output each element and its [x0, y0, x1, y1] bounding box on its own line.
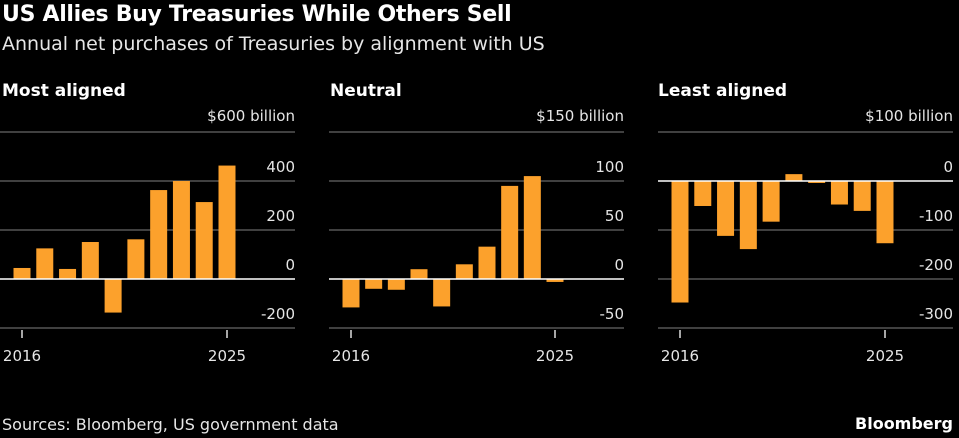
x-tick-label: 2016: [661, 347, 699, 365]
y-tick-label: 0: [285, 256, 295, 274]
x-tick-label: 2025: [208, 347, 246, 365]
y-tick-label: 100: [595, 158, 624, 176]
bar-2020: [433, 279, 451, 307]
bar-2022: [478, 246, 496, 279]
bar-2023: [830, 181, 848, 205]
bar-2017: [36, 248, 54, 279]
bar-2017: [365, 279, 383, 289]
bar-2025: [876, 181, 894, 244]
bar-2021: [455, 264, 473, 279]
bar-2018: [387, 279, 405, 290]
bar-2023: [172, 181, 190, 279]
bar-2018: [59, 268, 77, 279]
bar-2019: [410, 269, 428, 279]
y-tick-label: -50: [600, 305, 625, 323]
bar-2016: [13, 267, 31, 279]
bar-2025: [546, 279, 564, 282]
chart-subtitle: Annual net purchases of Treasuries by al…: [2, 33, 545, 55]
bar-2023: [501, 185, 519, 279]
bar-2016: [671, 181, 689, 303]
y-tick-label: 0: [943, 158, 953, 176]
unit-label: $100 billion: [865, 107, 953, 125]
bar-2019: [81, 242, 99, 279]
bar-2020: [104, 279, 122, 313]
x-tick-label: 2025: [866, 347, 904, 365]
y-tick-label: -100: [919, 207, 953, 225]
source-note: Sources: Bloomberg, US government data: [2, 415, 339, 434]
bar-2020: [762, 181, 780, 222]
y-tick-label: 200: [266, 207, 295, 225]
y-tick-label: -300: [919, 305, 953, 323]
y-tick-label: 0: [614, 256, 624, 274]
bar-2024: [853, 181, 871, 211]
panel-title: Least aligned: [658, 81, 787, 101]
bar-2024: [523, 176, 541, 279]
bar-2021: [785, 174, 803, 181]
bar-2016: [342, 279, 360, 308]
unit-label: $150 billion: [536, 107, 624, 125]
bar-2022: [150, 190, 168, 279]
x-tick-label: 2025: [536, 347, 574, 365]
bar-2017: [694, 181, 712, 206]
bar-2022: [808, 181, 826, 183]
x-tick-label: 2016: [3, 347, 41, 365]
bloomberg-logo: Bloomberg: [855, 414, 953, 433]
bar-2018: [717, 181, 735, 236]
bar-2024: [195, 202, 213, 279]
panel-title: Neutral: [330, 81, 402, 101]
unit-label: $600 billion: [207, 107, 295, 125]
y-tick-label: -200: [919, 256, 953, 274]
bar-2025: [218, 165, 236, 279]
y-tick-label: 400: [266, 158, 295, 176]
panel-title: Most aligned: [2, 81, 126, 101]
bar-2021: [127, 239, 145, 279]
y-tick-label: -200: [261, 305, 295, 323]
y-tick-label: 50: [605, 207, 624, 225]
x-tick-label: 2016: [332, 347, 370, 365]
chart-title: US Allies Buy Treasuries While Others Se…: [2, 2, 512, 27]
bar-2019: [739, 181, 757, 250]
